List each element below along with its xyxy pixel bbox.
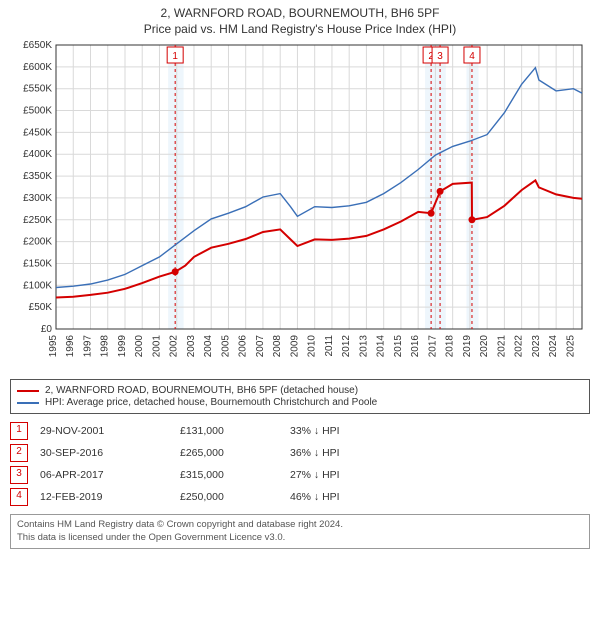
y-tick-label: £200K: [23, 237, 52, 248]
x-tick-label: 2022: [514, 335, 525, 358]
x-tick-label: 2001: [151, 335, 162, 358]
y-tick-label: £100K: [23, 280, 52, 291]
x-tick-label: 2015: [393, 335, 404, 358]
x-tick-label: 2013: [358, 335, 369, 358]
x-tick-label: 2002: [169, 335, 180, 358]
legend-swatch: [17, 390, 39, 392]
y-tick-label: £250K: [23, 215, 52, 226]
legend-row: HPI: Average price, detached house, Bour…: [17, 397, 583, 408]
table-row: 3 06-APR-2017£315,00027% ↓ HPI: [10, 464, 340, 486]
attribution-line-1: Contains HM Land Registry data © Crown c…: [17, 519, 583, 531]
x-tick-label: 2023: [531, 335, 542, 358]
legend: 2, WARNFORD ROAD, BOURNEMOUTH, BH6 5PF (…: [10, 379, 590, 414]
sale-date: 12-FEB-2019: [40, 486, 180, 508]
x-tick-label: 2021: [496, 335, 507, 358]
x-tick-label: 2008: [272, 335, 283, 358]
y-tick-label: £150K: [23, 259, 52, 270]
y-tick-label: £450K: [23, 128, 52, 139]
x-tick-label: 2017: [427, 335, 438, 358]
title-line-1: 2, WARNFORD ROAD, BOURNEMOUTH, BH6 5PF: [10, 6, 590, 22]
sale-marker-icon: 4: [10, 488, 28, 506]
sale-delta: 33% ↓ HPI: [290, 420, 340, 442]
x-tick-label: 2016: [410, 335, 421, 358]
x-tick-label: 1996: [65, 335, 76, 358]
x-tick-label: 2012: [341, 335, 352, 358]
title-line-2: Price paid vs. HM Land Registry's House …: [10, 22, 590, 38]
sale-marker-icon: 2: [10, 444, 28, 462]
legend-swatch: [17, 402, 39, 404]
sale-delta: 27% ↓ HPI: [290, 464, 340, 486]
x-tick-label: 2019: [462, 335, 473, 358]
x-tick-label: 2007: [255, 335, 266, 358]
y-tick-label: £650K: [23, 41, 52, 51]
x-tick-label: 1999: [117, 335, 128, 358]
price-chart: £0 £50K £100K £150K £200K £250K £300K £350K £400…: [10, 41, 590, 371]
sale-price: £315,000: [180, 464, 290, 486]
table-row: 1 29-NOV-2001£131,00033% ↓ HPI: [10, 420, 340, 442]
x-tick-label: 2018: [445, 335, 456, 358]
y-tick-label: £300K: [23, 193, 52, 204]
table-row: 2 30-SEP-2016£265,00036% ↓ HPI: [10, 442, 340, 464]
y-tick-label: £350K: [23, 171, 52, 182]
sale-price: £250,000: [180, 486, 290, 508]
x-tick-label: 1997: [82, 335, 93, 358]
sale-marker-icon: 3: [10, 466, 28, 484]
sale-marker-label: 1: [172, 51, 178, 62]
sale-marker-label: 3: [437, 51, 443, 62]
x-tick-label: 1995: [48, 335, 59, 358]
x-tick-label: 2010: [307, 335, 318, 358]
sale-price: £131,000: [180, 420, 290, 442]
sale-date: 30-SEP-2016: [40, 442, 180, 464]
sales-table: 1 29-NOV-2001£131,00033% ↓ HPI 2 30-SEP-201…: [10, 420, 340, 508]
attribution-line-2: This data is licensed under the Open Gov…: [17, 532, 583, 544]
sale-date: 06-APR-2017: [40, 464, 180, 486]
y-tick-label: £400K: [23, 149, 52, 160]
sale-marker-icon: 1: [10, 422, 28, 440]
y-tick-label: £50K: [29, 302, 53, 313]
sale-date: 29-NOV-2001: [40, 420, 180, 442]
sale-price: £265,000: [180, 442, 290, 464]
chart-area: £0 £50K £100K £150K £200K £250K £300K £350K £400…: [10, 41, 590, 371]
x-tick-label: 2014: [376, 335, 387, 358]
x-tick-label: 1998: [100, 335, 111, 358]
volatility-band: [168, 45, 184, 329]
y-tick-label: £550K: [23, 84, 52, 95]
x-tick-label: 2006: [238, 335, 249, 358]
legend-label: HPI: Average price, detached house, Bour…: [45, 397, 377, 408]
legend-label: 2, WARNFORD ROAD, BOURNEMOUTH, BH6 5PF (…: [45, 385, 358, 396]
sale-point: [468, 216, 475, 223]
sale-point: [172, 268, 179, 275]
x-tick-label: 2005: [220, 335, 231, 358]
chart-title: 2, WARNFORD ROAD, BOURNEMOUTH, BH6 5PF P…: [10, 6, 590, 37]
x-tick-label: 2004: [203, 335, 214, 358]
x-tick-label: 2024: [548, 335, 559, 358]
y-tick-label: £500K: [23, 106, 52, 117]
x-tick-label: 2009: [289, 335, 300, 358]
sale-delta: 46% ↓ HPI: [290, 486, 340, 508]
sale-marker-label: 4: [469, 51, 475, 62]
x-tick-label: 2020: [479, 335, 490, 358]
x-tick-label: 2025: [565, 335, 576, 358]
sale-point: [428, 210, 435, 217]
y-tick-label: £600K: [23, 62, 52, 73]
legend-row: 2, WARNFORD ROAD, BOURNEMOUTH, BH6 5PF (…: [17, 385, 583, 396]
x-tick-label: 2011: [324, 335, 335, 357]
attribution: Contains HM Land Registry data © Crown c…: [10, 514, 590, 549]
x-tick-label: 2000: [134, 335, 145, 358]
sale-point: [437, 188, 444, 195]
table-row: 4 12-FEB-2019£250,00046% ↓ HPI: [10, 486, 340, 508]
x-tick-label: 2003: [186, 335, 197, 358]
sale-delta: 36% ↓ HPI: [290, 442, 340, 464]
y-tick-label: £0: [41, 324, 53, 335]
